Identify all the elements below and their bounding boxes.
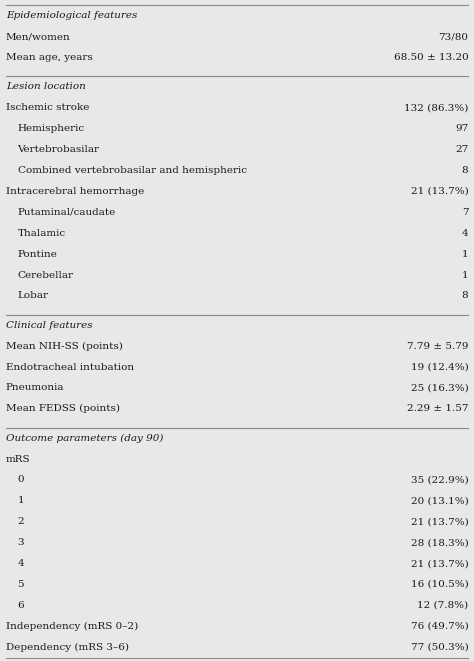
Text: 1: 1: [462, 270, 468, 280]
Text: Vertebrobasilar: Vertebrobasilar: [18, 145, 100, 154]
Text: 1: 1: [18, 496, 24, 506]
Text: 4: 4: [462, 229, 468, 238]
Text: Putaminal/caudate: Putaminal/caudate: [18, 208, 116, 217]
Text: Intracerebral hemorrhage: Intracerebral hemorrhage: [6, 187, 144, 196]
Text: Cerebellar: Cerebellar: [18, 270, 73, 280]
Text: 77 (50.3%): 77 (50.3%): [410, 642, 468, 652]
Text: Clinical features: Clinical features: [6, 321, 92, 330]
Text: 7.79 ± 5.79: 7.79 ± 5.79: [407, 342, 468, 350]
Text: 1: 1: [462, 250, 468, 258]
Text: mRS: mRS: [6, 455, 30, 463]
Text: 0: 0: [18, 475, 24, 485]
Text: 73/80: 73/80: [438, 32, 468, 41]
Text: 8: 8: [462, 292, 468, 301]
Text: 35 (22.9%): 35 (22.9%): [410, 475, 468, 485]
Text: Independency (mRS 0–2): Independency (mRS 0–2): [6, 622, 138, 631]
Text: Lesion location: Lesion location: [6, 83, 85, 91]
Text: 8: 8: [462, 166, 468, 175]
Text: Pontine: Pontine: [18, 250, 57, 258]
Text: Endotracheal intubation: Endotracheal intubation: [6, 362, 134, 371]
Text: 4: 4: [18, 559, 24, 568]
Text: Hemispheric: Hemispheric: [18, 124, 85, 133]
Text: Combined vertebrobasilar and hemispheric: Combined vertebrobasilar and hemispheric: [18, 166, 246, 175]
Text: Epidemiological features: Epidemiological features: [6, 11, 137, 20]
Text: Outcome parameters (day 90): Outcome parameters (day 90): [6, 434, 163, 443]
Text: 21 (13.7%): 21 (13.7%): [410, 559, 468, 568]
Text: Ischemic stroke: Ischemic stroke: [6, 103, 89, 112]
Text: 76 (49.7%): 76 (49.7%): [410, 622, 468, 631]
Text: 68.50 ± 13.20: 68.50 ± 13.20: [393, 53, 468, 62]
Text: 132 (86.3%): 132 (86.3%): [404, 103, 468, 112]
Text: Mean NIH-SS (points): Mean NIH-SS (points): [6, 342, 123, 351]
Text: Lobar: Lobar: [18, 292, 48, 301]
Text: 5: 5: [18, 580, 24, 589]
Text: 3: 3: [18, 538, 24, 547]
Text: Dependency (mRS 3–6): Dependency (mRS 3–6): [6, 642, 128, 652]
Text: 2.29 ± 1.57: 2.29 ± 1.57: [407, 405, 468, 413]
Text: 21 (13.7%): 21 (13.7%): [410, 518, 468, 526]
Text: Mean age, years: Mean age, years: [6, 53, 92, 62]
Text: 16 (10.5%): 16 (10.5%): [410, 580, 468, 589]
Text: 7: 7: [462, 208, 468, 217]
Text: 25 (16.3%): 25 (16.3%): [410, 383, 468, 393]
Text: 2: 2: [18, 518, 24, 526]
Text: 21 (13.7%): 21 (13.7%): [410, 187, 468, 196]
Text: 12 (7.8%): 12 (7.8%): [417, 601, 468, 610]
Text: 6: 6: [18, 601, 24, 610]
Text: 28 (18.3%): 28 (18.3%): [410, 538, 468, 547]
Text: 97: 97: [455, 124, 468, 133]
Text: 19 (12.4%): 19 (12.4%): [410, 362, 468, 371]
Text: Mean FEDSS (points): Mean FEDSS (points): [6, 405, 120, 413]
Text: 27: 27: [455, 145, 468, 154]
Text: Pneumonia: Pneumonia: [6, 383, 64, 393]
Text: Thalamic: Thalamic: [18, 229, 66, 238]
Text: 20 (13.1%): 20 (13.1%): [410, 496, 468, 506]
Text: Men/women: Men/women: [6, 32, 71, 41]
